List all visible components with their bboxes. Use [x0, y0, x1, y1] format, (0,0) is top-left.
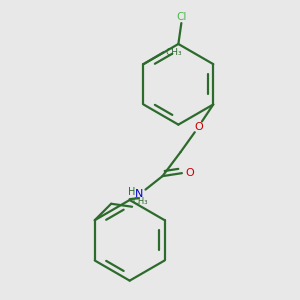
Text: CH₃: CH₃: [133, 197, 148, 206]
Text: N: N: [135, 189, 143, 199]
Text: CH₃: CH₃: [165, 48, 182, 57]
Text: O: O: [194, 122, 203, 132]
Text: Cl: Cl: [176, 12, 187, 22]
Text: O: O: [185, 168, 194, 178]
Text: H: H: [128, 187, 135, 197]
